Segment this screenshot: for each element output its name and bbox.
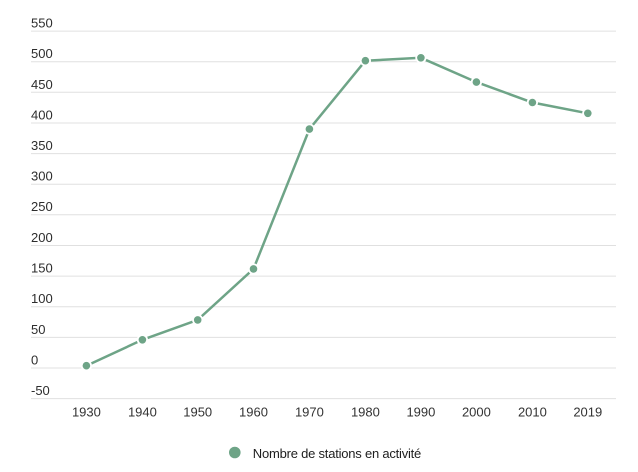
svg-text:0: 0 bbox=[31, 352, 38, 367]
svg-text:550: 550 bbox=[31, 16, 53, 31]
svg-text:150: 150 bbox=[31, 261, 53, 276]
svg-text:1960: 1960 bbox=[239, 404, 268, 419]
svg-text:1990: 1990 bbox=[406, 404, 435, 419]
svg-text:400: 400 bbox=[31, 107, 53, 122]
svg-text:Nombre de stations en activité: Nombre de stations en activité bbox=[253, 446, 421, 461]
svg-text:200: 200 bbox=[31, 230, 53, 245]
svg-text:1980: 1980 bbox=[351, 404, 380, 419]
svg-text:350: 350 bbox=[31, 138, 53, 153]
svg-text:2000: 2000 bbox=[462, 404, 491, 419]
svg-text:250: 250 bbox=[31, 199, 53, 214]
svg-text:1950: 1950 bbox=[183, 404, 212, 419]
svg-text:1970: 1970 bbox=[295, 404, 324, 419]
svg-text:300: 300 bbox=[31, 169, 53, 184]
svg-text:450: 450 bbox=[31, 77, 53, 92]
svg-text:50: 50 bbox=[31, 322, 45, 337]
svg-text:-50: -50 bbox=[31, 383, 50, 398]
svg-text:1940: 1940 bbox=[128, 404, 157, 419]
svg-text:2019: 2019 bbox=[573, 404, 602, 419]
svg-text:2010: 2010 bbox=[518, 404, 547, 419]
svg-text:1930: 1930 bbox=[72, 404, 101, 419]
svg-text:100: 100 bbox=[31, 291, 53, 306]
svg-text:500: 500 bbox=[31, 46, 53, 61]
